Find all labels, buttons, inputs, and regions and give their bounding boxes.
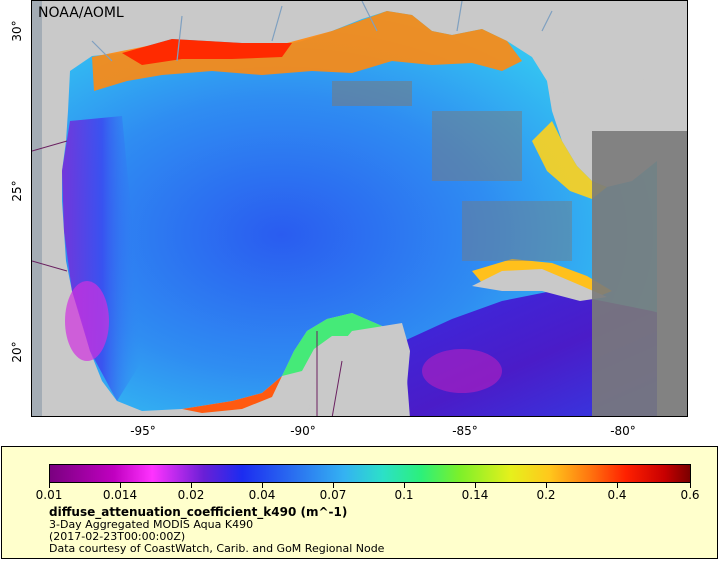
ocean-color-map xyxy=(32,1,687,416)
variable-name: diffuse_attenuation_coefficient_k490 (m^… xyxy=(49,505,348,519)
lon-tick-85w: -85° xyxy=(452,424,478,438)
colorbar-label: 0.14 xyxy=(461,488,489,502)
data-credit: Data courtesy of CoastWatch, Carib. and … xyxy=(49,542,385,555)
colorbar-label: 0.4 xyxy=(607,488,627,502)
lat-tick-20: 20° xyxy=(10,341,24,363)
lon-tick-95w: -95° xyxy=(130,424,156,438)
colorbar xyxy=(49,464,691,483)
lon-tick-80w: -80° xyxy=(610,424,636,438)
colorbar-tick xyxy=(191,483,192,488)
map-panel: NOAA/AOML xyxy=(31,0,688,417)
colorbar-tick xyxy=(404,483,405,488)
colorbar-tick xyxy=(546,483,547,488)
colorbar-tick xyxy=(262,483,263,488)
colorbar-label: 0.6 xyxy=(680,488,700,502)
colorbar-tick xyxy=(333,483,334,488)
lat-tick-30: 30° xyxy=(10,20,24,42)
colorbar-tick xyxy=(690,483,691,488)
colorbar-label: 0.2 xyxy=(536,488,556,502)
map-credit-label: NOAA/AOML xyxy=(38,5,124,21)
colorbar-label: 0.07 xyxy=(319,488,347,502)
colorbar-label: 0.014 xyxy=(102,488,138,502)
dataset-title: 3-Day Aggregated MODIS Aqua K490 xyxy=(49,518,254,531)
colorbar-label: 0.04 xyxy=(248,488,276,502)
colorbar-label: 0.01 xyxy=(35,488,63,502)
colorbar-label: 0.1 xyxy=(394,488,414,502)
colorbar-tick xyxy=(49,483,50,488)
colorbar-tick xyxy=(617,483,618,488)
lat-tick-25: 25° xyxy=(10,180,24,202)
colorbar-tick xyxy=(120,483,121,488)
colorbar-label: 0.02 xyxy=(177,488,205,502)
time-stamp: (2017-02-23T00:00:00Z) xyxy=(49,530,186,543)
lon-tick-90w: -90° xyxy=(290,424,316,438)
legend-panel: 0.01 0.014 0.02 0.04 0.07 0.1 0.14 0.2 0… xyxy=(1,446,718,559)
colorbar-tick xyxy=(475,483,476,488)
